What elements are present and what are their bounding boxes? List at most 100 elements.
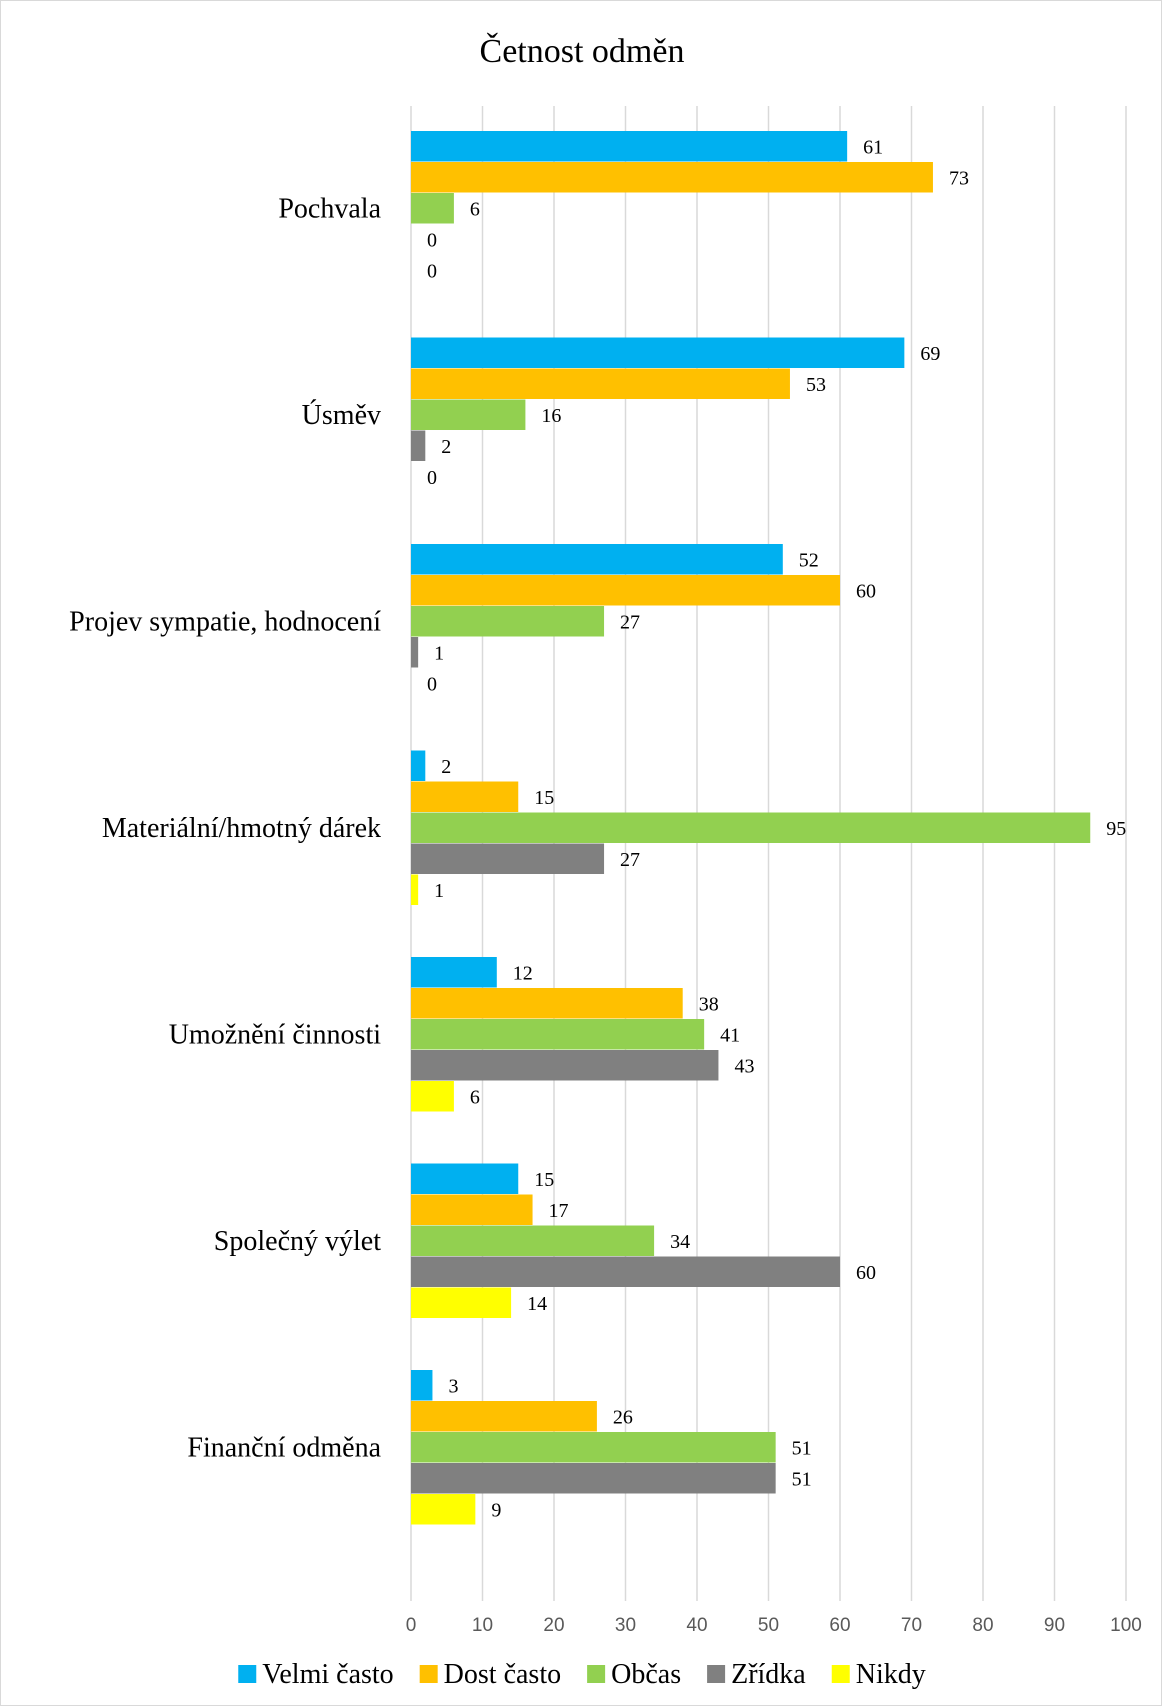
category-label: Pochvala — [278, 193, 381, 224]
data-label: 14 — [527, 1293, 547, 1315]
data-label: 6 — [470, 198, 480, 220]
bar — [411, 1163, 519, 1194]
data-label: 53 — [806, 374, 826, 396]
x-tick-label: 60 — [829, 1615, 850, 1636]
data-label: 51 — [792, 1437, 812, 1459]
data-label: 0 — [427, 229, 437, 251]
data-label: 2 — [441, 756, 451, 778]
bar — [411, 337, 905, 368]
data-label: 12 — [513, 962, 533, 984]
x-tick-label: 30 — [615, 1615, 636, 1636]
bar — [411, 430, 426, 461]
x-tick-label: 70 — [901, 1615, 922, 1636]
bar — [411, 843, 605, 874]
bar — [411, 1370, 433, 1401]
category-label: Materiální/hmotný dárek — [102, 813, 381, 844]
data-label: 60 — [856, 580, 876, 602]
bar — [411, 1050, 719, 1081]
chart-title: Četnost odměn — [480, 32, 685, 70]
data-label: 41 — [720, 1024, 740, 1046]
legend-label: Zřídka — [731, 1659, 806, 1690]
bars — [411, 131, 1091, 1525]
category-labels: Pochvala Úsměv Projev sympatie, hodnocení M… — [69, 193, 381, 1463]
data-label: 43 — [734, 1055, 754, 1077]
bar — [411, 368, 790, 399]
bar — [411, 131, 848, 162]
data-label: 69 — [920, 343, 940, 365]
category-label: Společný výlet — [214, 1226, 381, 1257]
bar — [411, 1287, 512, 1318]
data-label: 52 — [799, 549, 819, 571]
data-label: 60 — [856, 1262, 876, 1284]
data-label: 27 — [620, 849, 640, 871]
x-tick-label: 80 — [972, 1615, 993, 1636]
category-label: Projev sympatie, hodnocení — [69, 606, 381, 637]
data-label: 6 — [470, 1086, 480, 1108]
bar — [411, 750, 426, 781]
data-label: 26 — [613, 1406, 633, 1428]
data-label: 95 — [1106, 818, 1126, 840]
data-label: 15 — [534, 787, 554, 809]
bar — [411, 1019, 705, 1050]
legend-item: Velmi často — [238, 1659, 394, 1690]
category-label: Umožnění činnosti — [169, 1019, 382, 1050]
legend-item: Občas — [587, 1659, 681, 1690]
bar — [411, 637, 419, 668]
bar — [411, 781, 519, 812]
data-label: 0 — [427, 673, 437, 695]
x-tick-label: 40 — [686, 1615, 707, 1636]
legend-swatch — [831, 1665, 850, 1683]
bar — [411, 1225, 655, 1256]
bar — [411, 1494, 476, 1525]
data-label: 51 — [792, 1468, 812, 1490]
data-label: 61 — [863, 136, 883, 158]
data-label: 38 — [699, 993, 719, 1015]
bar — [411, 1194, 533, 1225]
legend-item: Zřídka — [707, 1659, 806, 1690]
x-axis-ticks: 0 10 20 30 40 50 60 70 80 90 100 — [406, 1615, 1142, 1636]
bar — [411, 1463, 776, 1494]
legend-swatch — [587, 1665, 606, 1683]
data-labels: 6173600695316205260271021595271123841436… — [427, 136, 1126, 1521]
x-tick-label: 20 — [543, 1615, 564, 1636]
legend-item: Nikdy — [831, 1659, 926, 1690]
bar — [411, 1256, 840, 1287]
category-label: Finanční odměna — [187, 1432, 381, 1463]
x-tick-label: 0 — [406, 1615, 417, 1636]
x-tick-label: 10 — [472, 1615, 493, 1636]
data-label: 73 — [949, 167, 969, 189]
bar — [411, 606, 605, 637]
data-label: 27 — [620, 611, 640, 633]
data-label: 17 — [549, 1200, 569, 1222]
data-label: 0 — [427, 260, 437, 282]
data-label: 1 — [434, 880, 444, 902]
data-label: 9 — [491, 1499, 501, 1521]
legend: Velmi často Dost často Občas Zřídka Nikdy — [238, 1659, 926, 1690]
x-tick-label: 50 — [758, 1615, 779, 1636]
bar — [411, 162, 933, 193]
bar — [411, 1081, 454, 1112]
data-label: 34 — [670, 1231, 690, 1253]
bar — [411, 1432, 776, 1463]
bar — [411, 988, 683, 1019]
data-label: 15 — [534, 1169, 554, 1191]
bar — [411, 544, 783, 575]
legend-label: Dost často — [444, 1659, 561, 1690]
legend-swatch — [238, 1665, 257, 1683]
category-label: Úsměv — [302, 400, 381, 431]
bar — [411, 193, 454, 224]
x-tick-label: 90 — [1044, 1615, 1065, 1636]
data-label: 2 — [441, 436, 451, 458]
legend-label: Občas — [611, 1659, 681, 1690]
data-label: 3 — [448, 1375, 458, 1397]
legend-label: Velmi často — [262, 1659, 393, 1690]
bar — [411, 575, 840, 606]
legend-swatch — [419, 1665, 438, 1683]
data-label: 1 — [434, 642, 444, 664]
bar — [411, 874, 419, 905]
data-label: 0 — [427, 467, 437, 489]
x-tick-label: 100 — [1110, 1615, 1142, 1636]
legend-swatch — [707, 1665, 726, 1683]
